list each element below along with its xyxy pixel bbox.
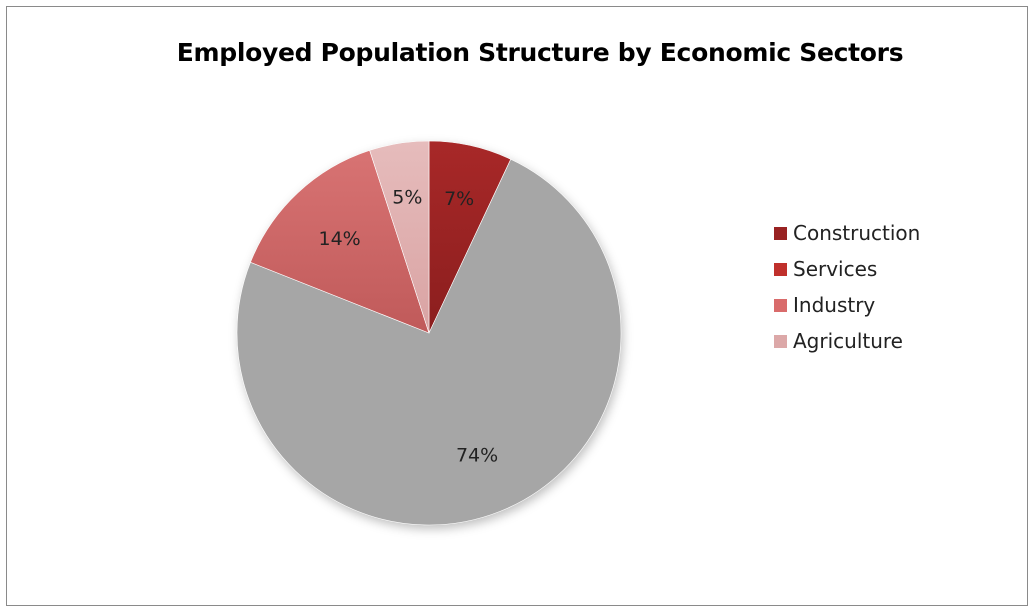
legend-label-construction: Construction bbox=[793, 221, 921, 245]
slice-label-construction: 7% bbox=[444, 188, 474, 210]
legend-item-agriculture: Agriculture bbox=[774, 323, 920, 359]
slice-label-services: 74% bbox=[456, 444, 498, 466]
legend-swatch-services bbox=[774, 262, 787, 276]
slice-label-industry: 14% bbox=[319, 228, 361, 250]
pie-chart: 7% 74% 14% 5% bbox=[236, 140, 623, 529]
legend-swatch-industry bbox=[774, 298, 787, 312]
legend-item-industry: Industry bbox=[774, 287, 920, 323]
legend-label-services: Services bbox=[793, 257, 878, 281]
slice-label-agriculture: 5% bbox=[392, 186, 422, 208]
pie-slice-agriculture bbox=[369, 140, 430, 334]
legend-item-services: Services bbox=[774, 251, 920, 287]
legend-label-agriculture: Agriculture bbox=[793, 329, 903, 353]
legend-item-construction: Construction bbox=[774, 215, 920, 251]
legend-swatch-construction bbox=[774, 226, 787, 240]
legend-swatch-agriculture bbox=[774, 334, 787, 348]
legend: Construction Services Industry Agricultu… bbox=[774, 215, 920, 359]
chart-title: Employed Population Structure by Economi… bbox=[176, 38, 904, 67]
pie-slice-services bbox=[236, 158, 622, 526]
legend-label-industry: Industry bbox=[793, 293, 876, 317]
